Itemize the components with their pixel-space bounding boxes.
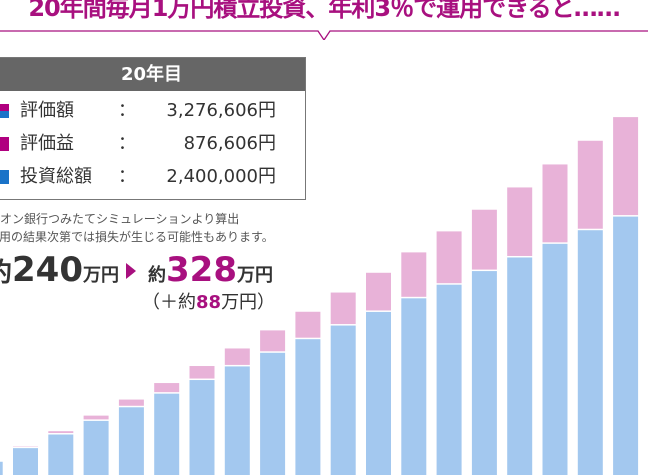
legend-value: 3,276,606円 xyxy=(166,100,276,121)
bar-principal-year-3 xyxy=(13,448,38,475)
prefix: 約 xyxy=(148,265,166,286)
arrow-right-icon xyxy=(126,263,136,279)
principal-summary: 約240万円 xyxy=(0,250,119,290)
bar-gain-year-19 xyxy=(577,140,603,229)
legend-label: 評価額 xyxy=(20,100,74,121)
valuation-summary: 約328万円 xyxy=(148,250,273,290)
bar-principal-year-11 xyxy=(295,339,321,475)
bar-gain-year-12 xyxy=(330,292,356,325)
unit: 万円 xyxy=(236,265,273,286)
bar-gain-year-16 xyxy=(471,209,497,270)
bar-principal-year-19 xyxy=(577,230,603,475)
note-risk: 用の結果次第では損失が生じる可能性もあります。 xyxy=(0,230,274,244)
bar-principal-year-14 xyxy=(401,298,427,475)
bar-principal-year-12 xyxy=(330,325,356,475)
legend-colon: ： xyxy=(118,133,136,154)
legend-box: 20年目 評価額 ： 3,276,606円 評価益 ： 876,606円 投資総… xyxy=(0,57,306,200)
bar-gain-year-11 xyxy=(295,311,321,338)
bar-principal-year-16 xyxy=(471,271,497,475)
gain-summary: （＋約88万円） xyxy=(142,288,275,314)
bar-gain-year-17 xyxy=(507,187,533,256)
bar-principal-year-6 xyxy=(118,407,144,475)
bar-gain-year-7 xyxy=(154,383,180,393)
bar-principal-year-15 xyxy=(436,284,462,475)
bar-principal-year-17 xyxy=(507,257,533,475)
callout-divider xyxy=(0,30,648,40)
bar-gain-year-20 xyxy=(613,117,639,216)
bar-principal-year-4 xyxy=(48,434,74,475)
bar-gain-year-4 xyxy=(48,431,74,434)
bar-gain-year-14 xyxy=(401,252,427,297)
legend-colon: ： xyxy=(118,100,136,121)
bar-gain-year-15 xyxy=(436,231,462,284)
bar-principal-year-18 xyxy=(542,243,568,475)
valuation-amount: 328 xyxy=(166,250,237,290)
bar-principal-year-7 xyxy=(154,393,180,475)
headline: 20年間毎月1万円積立投資、年利3％で運用できると…… xyxy=(28,0,620,22)
bar-principal-year-5 xyxy=(83,420,109,475)
bar-principal-year-13 xyxy=(366,311,391,475)
bar-principal-year-9 xyxy=(224,366,250,475)
legend-colon: ： xyxy=(118,166,136,187)
bar-gain-year-8 xyxy=(189,366,215,379)
bar-gain-year-9 xyxy=(224,348,250,365)
bar-gain-year-5 xyxy=(83,415,109,420)
principal-amount: 240 xyxy=(12,250,83,290)
gain-open: （＋約 xyxy=(142,292,196,313)
bar-principal-year-8 xyxy=(189,380,215,475)
principal-swatch-icon xyxy=(0,170,9,184)
legend-row-gain: 評価益 ： 876,606円 xyxy=(0,131,298,157)
legend-row-principal: 投資総額 ： 2,400,000円 xyxy=(0,164,298,190)
gain-close: 万円） xyxy=(221,292,276,313)
prefix: 約 xyxy=(0,258,12,288)
bar-principal-year-2 xyxy=(0,461,3,475)
legend-value: 2,400,000円 xyxy=(166,166,276,187)
gain-amount: 88 xyxy=(196,292,222,313)
bar-principal-year-10 xyxy=(260,352,286,475)
unit: 万円 xyxy=(83,265,119,286)
bar-gain-year-13 xyxy=(366,272,391,311)
note-source: オン銀行つみたてシミュレーションより算出 xyxy=(0,212,240,226)
bar-principal-year-20 xyxy=(613,216,639,475)
bar-gain-year-18 xyxy=(542,164,568,243)
bar-gain-year-6 xyxy=(118,399,144,406)
legend-row-valuation: 評価額 ： 3,276,606円 xyxy=(0,98,298,124)
legend-value: 876,606円 xyxy=(183,133,276,154)
gain-swatch-icon xyxy=(0,137,9,151)
legend-label: 投資総額 xyxy=(20,166,92,187)
legend-label: 評価益 xyxy=(20,133,74,154)
valuation-swatch-icon xyxy=(0,104,9,118)
legend-header: 20年目 xyxy=(0,58,305,91)
bar-gain-year-10 xyxy=(260,330,286,352)
